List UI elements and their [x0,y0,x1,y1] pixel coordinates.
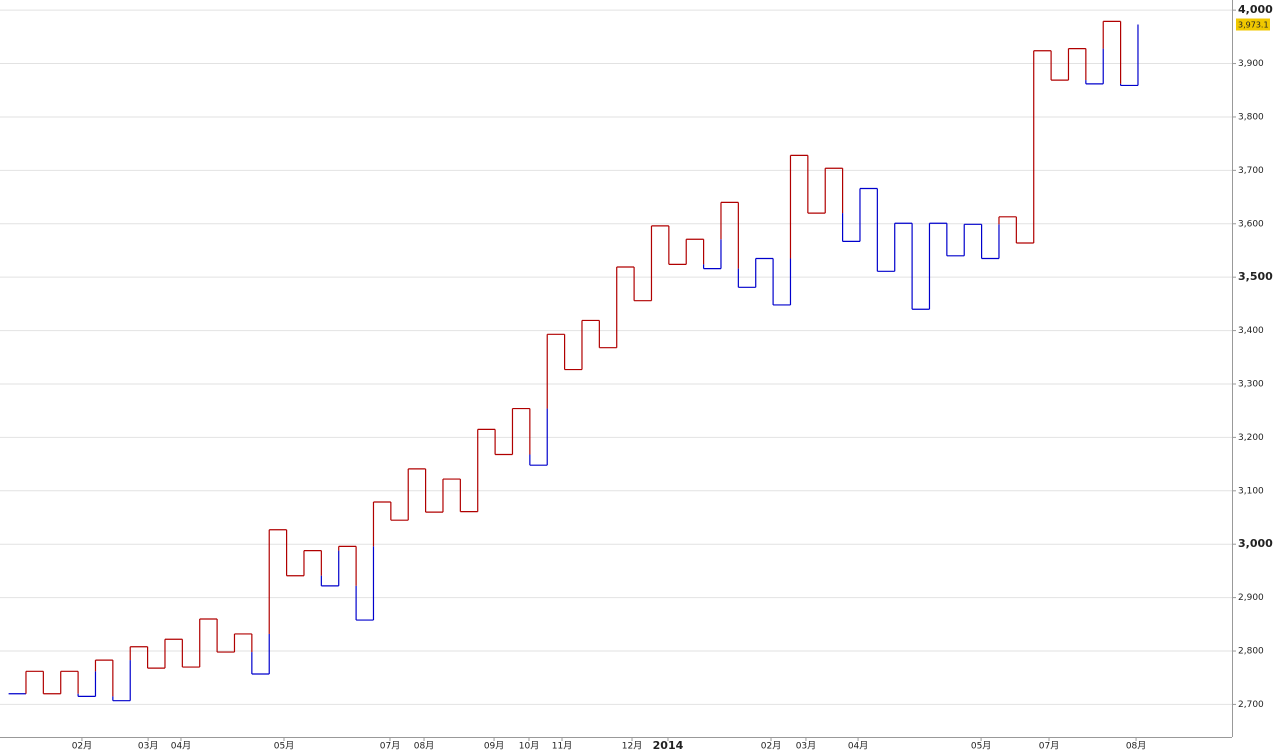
y-tick-label: 3,500 [1238,270,1273,283]
x-tick-label: 02月 [761,741,781,752]
y-tick-label: 3,200 [1238,433,1264,443]
x-tick-label: 08月 [1126,741,1146,752]
y-tick-label: 4,000 [1238,3,1273,16]
y-tick-label: 2,900 [1238,593,1264,603]
x-tick-label: 09月 [484,741,504,752]
x-tick-label: 03月 [138,741,158,752]
x-tick-label: 03月 [796,741,816,752]
y-tick-label: 3,000 [1238,537,1273,550]
x-tick-label: 12月 [622,741,642,752]
x-tick-label: 07月 [380,741,400,752]
x-tick-label: 07月 [1039,741,1059,752]
y-tick-label: 3,100 [1238,486,1264,496]
x-tick-label: 04月 [848,741,868,752]
y-tick-label: 3,700 [1238,166,1264,176]
x-tick-label: 10月 [519,741,539,752]
y-tick-label: 3,800 [1238,112,1264,122]
x-tick-label: 02月 [72,741,92,752]
y-tick-label: 3,600 [1238,219,1264,229]
y-tick-label: 3,400 [1238,326,1264,336]
x-tick-label: 04月 [171,741,191,752]
y-tick-label: 2,700 [1238,700,1264,710]
price-tag-label: 3,973.1 [1238,21,1269,30]
x-tick-label: 08月 [414,741,434,752]
x-tick-label: 05月 [274,741,294,752]
x-tick-label: 05月 [971,741,991,752]
y-tick-label: 2,800 [1238,647,1264,657]
y-tick-label: 3,900 [1238,59,1264,69]
x-tick-label: 11月 [552,741,572,752]
y-tick-label: 3,300 [1238,379,1264,389]
x-tick-label: 2014 [653,739,684,752]
price-tag [1236,18,1270,31]
